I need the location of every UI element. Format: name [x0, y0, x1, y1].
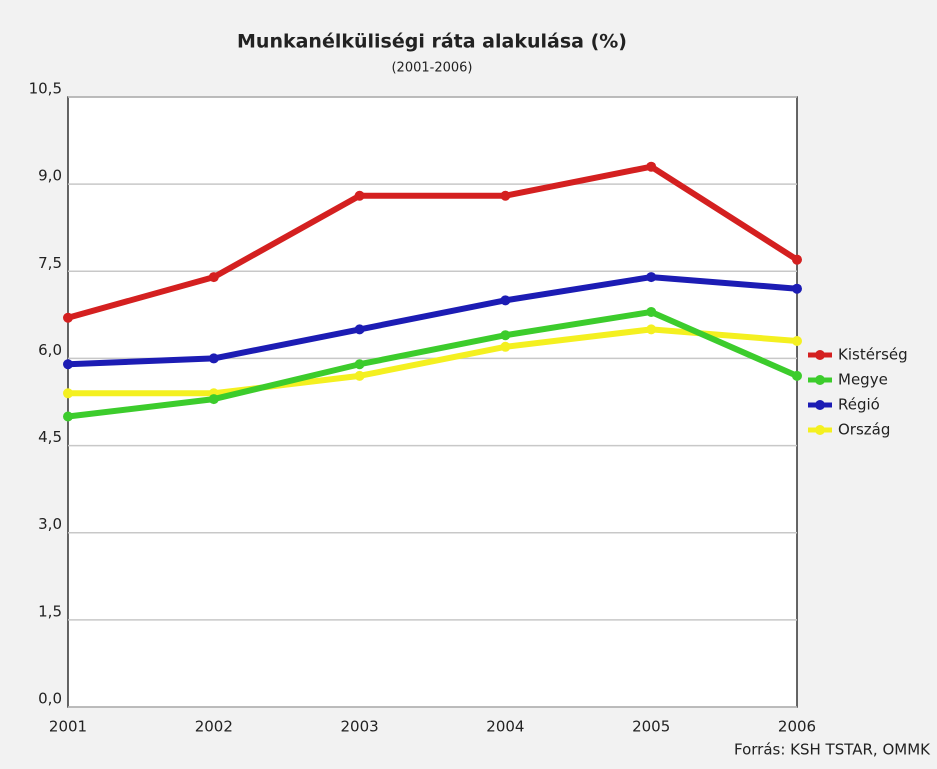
legend-label: Megye	[838, 371, 888, 389]
point	[208, 394, 219, 405]
point	[354, 359, 365, 370]
x-tick-label: 2002	[195, 718, 233, 736]
point	[646, 324, 657, 335]
y-tick-label: 0,0	[38, 690, 62, 708]
point	[792, 370, 802, 381]
point	[646, 272, 657, 283]
legend-dot	[815, 350, 825, 360]
point	[354, 324, 365, 335]
y-tick-label: 7,5	[38, 254, 62, 272]
chart-subtitle: (2001-2006)	[391, 61, 472, 76]
point	[354, 190, 365, 201]
point	[646, 161, 657, 172]
y-tick-label: 6,0	[38, 341, 62, 359]
y-tick-label: 10,5	[29, 80, 62, 98]
point	[500, 330, 511, 341]
point	[354, 370, 365, 381]
legend-dot	[815, 375, 825, 385]
x-tick-label: 2004	[486, 718, 524, 736]
y-tick-label: 3,0	[38, 515, 62, 533]
point	[646, 306, 657, 317]
point	[208, 272, 219, 283]
x-tick-label: 2006	[778, 718, 816, 736]
x-tick-label: 2001	[49, 718, 87, 736]
legend-dot	[815, 425, 825, 435]
point	[63, 359, 73, 370]
point	[208, 353, 219, 364]
series-line	[67, 274, 798, 368]
point	[63, 411, 73, 422]
source: Forrás: KSH TSTAR, OMMK	[734, 741, 931, 759]
point	[792, 336, 802, 346]
series-line	[67, 163, 799, 321]
legend-label: Kistérség	[838, 346, 908, 364]
series-line	[68, 326, 798, 397]
legend-label: Ország	[838, 421, 890, 439]
x-tick-label: 2005	[632, 718, 670, 736]
x-tick-label: 2003	[341, 718, 379, 736]
point	[500, 341, 511, 352]
series-line	[67, 308, 799, 420]
chart-title: Munkanélküliségi ráta alakulása (%)	[237, 31, 627, 53]
point	[500, 190, 511, 201]
y-tick-label: 4,5	[38, 428, 62, 446]
legend-dot	[815, 400, 825, 410]
point	[792, 254, 802, 265]
point	[500, 295, 511, 306]
point	[63, 312, 73, 323]
y-tick-label: 9,0	[38, 167, 62, 185]
point	[792, 283, 802, 294]
point	[63, 388, 73, 399]
legend-label: Régió	[838, 396, 880, 414]
y-tick-label: 1,5	[38, 602, 62, 620]
